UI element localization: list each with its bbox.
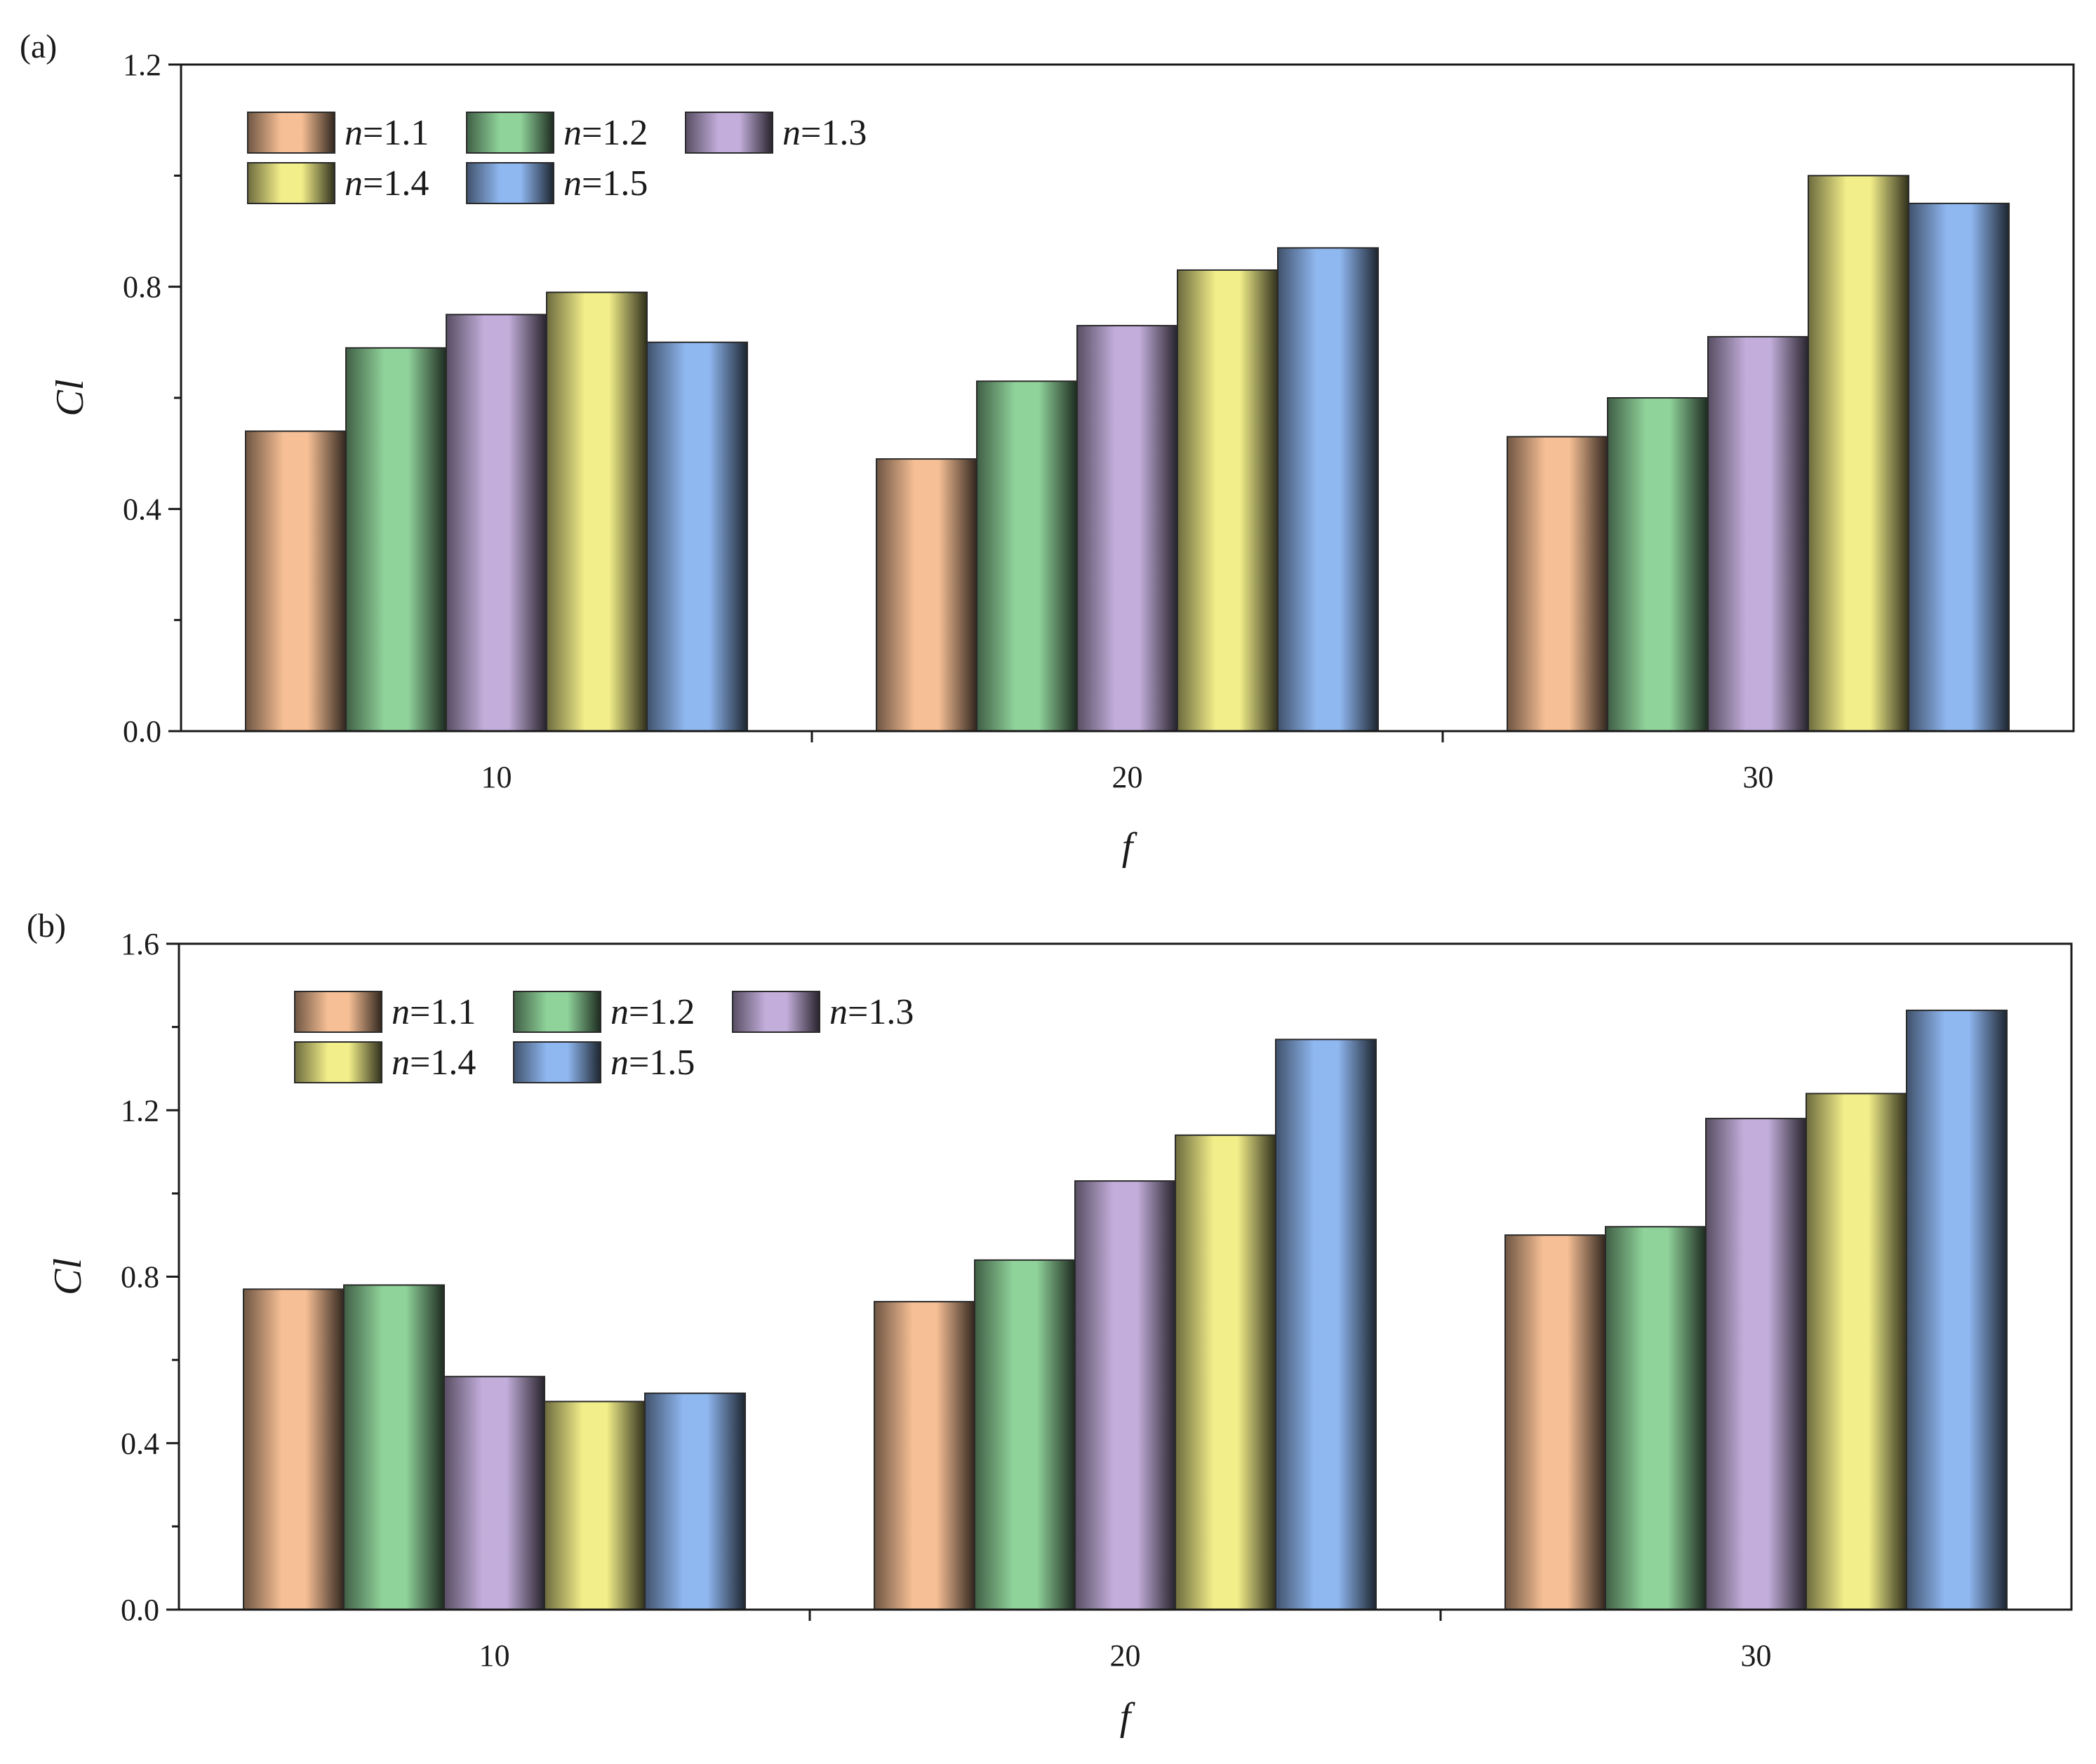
x-axis-title: f: [1120, 1695, 1136, 1739]
legend-label: n=1.1: [392, 992, 476, 1032]
bar-series-1.3-cat-30: [1707, 335, 1809, 732]
legend-swatch: [294, 991, 382, 1033]
legend-swatch: [513, 1041, 601, 1083]
bar-series-1.3-cat-20: [1074, 1180, 1176, 1610]
bar-series-1.1-cat-10: [245, 430, 347, 732]
y-tick-label: 0.0: [121, 1593, 159, 1627]
legend-swatch: [466, 112, 554, 154]
bar-series-1.2-cat-20: [976, 380, 1078, 733]
bar-series-1.4-cat-20: [1175, 1134, 1276, 1611]
bar-series-1.3-cat-20: [1076, 325, 1178, 733]
y-tick-label: 1.2: [123, 48, 161, 82]
legend-swatch: [247, 112, 335, 154]
bar-series-1.4-cat-10: [544, 1401, 646, 1611]
x-tick-label: 30: [1743, 760, 1774, 794]
bar-series-1.3-cat-30: [1705, 1118, 1807, 1610]
bar-series-1.4-cat-20: [1177, 269, 1279, 732]
bar-series-1.3-cat-10: [443, 1375, 545, 1611]
bar-series-1.5-cat-10: [646, 341, 748, 732]
legend-label: n=1.2: [610, 992, 695, 1032]
x-tick-label: 20: [1112, 760, 1143, 794]
legend: n=1.1 n=1.2 n=1.3 n=1.4 n=1.5: [247, 112, 867, 204]
bar-series-1.1-cat-20: [876, 458, 977, 732]
y-tick-label: 1.6: [121, 927, 159, 961]
y-axis-title: Cl: [46, 1258, 90, 1295]
y-tick-label: 0.0: [123, 714, 161, 749]
x-tick-label: 10: [479, 1638, 510, 1673]
bar-series-1.1-cat-20: [874, 1301, 975, 1610]
bar-series-1.4-cat-30: [1808, 175, 1909, 733]
legend-label: n=1.2: [563, 113, 648, 153]
bar-series-1.4-cat-30: [1805, 1093, 1907, 1610]
legend-swatch: [685, 112, 773, 154]
legend-swatch: [247, 162, 335, 204]
legend-label: n=1.4: [345, 163, 429, 203]
legend-swatch: [732, 991, 820, 1033]
legend: n=1.1 n=1.2 n=1.3 n=1.4 n=1.5: [294, 991, 914, 1083]
panel-label: (a): [20, 28, 57, 65]
bar-series-1.5-cat-30: [1908, 202, 2010, 732]
bar-series-1.2-cat-10: [345, 347, 447, 733]
x-tick-label: 20: [1110, 1638, 1141, 1673]
bar-series-1.1-cat-10: [243, 1288, 345, 1611]
bar-series-1.5-cat-20: [1277, 247, 1379, 733]
bar-series-1.5-cat-20: [1275, 1038, 1377, 1610]
bar-series-1.5-cat-10: [644, 1392, 746, 1610]
legend-label: n=1.5: [610, 1043, 695, 1083]
y-tick-label: 0.4: [121, 1426, 159, 1461]
y-axis-title: Cl: [48, 380, 92, 417]
legend-label: n=1.3: [782, 113, 867, 153]
x-tick-label: 10: [481, 760, 512, 794]
bar-series-1.2-cat-20: [974, 1259, 1076, 1611]
legend-label: n=1.5: [563, 163, 648, 203]
bar-series-1.1-cat-30: [1507, 436, 1608, 733]
legend-swatch: [466, 162, 554, 204]
bar-series-1.5-cat-30: [1906, 1009, 2008, 1610]
y-tick-label: 0.4: [123, 492, 161, 526]
bar-series-1.4-cat-10: [546, 291, 648, 733]
legend-label: n=1.1: [345, 113, 429, 153]
bar-series-1.3-cat-10: [446, 314, 547, 733]
x-axis-title: f: [1122, 825, 1138, 869]
y-tick-label: 0.8: [123, 270, 161, 305]
y-tick-label: 0.8: [121, 1260, 159, 1295]
legend-label: n=1.3: [829, 992, 914, 1032]
legend-label: n=1.4: [392, 1043, 476, 1083]
legend-swatch: [513, 991, 601, 1033]
bar-series-1.2-cat-30: [1607, 397, 1709, 732]
x-tick-label: 30: [1741, 1638, 1772, 1673]
panel-label: (b): [27, 907, 66, 944]
legend-swatch: [294, 1041, 382, 1083]
y-tick-label: 1.2: [121, 1093, 159, 1128]
bar-series-1.1-cat-30: [1504, 1234, 1606, 1610]
bar-series-1.2-cat-30: [1605, 1226, 1707, 1611]
bar-series-1.2-cat-10: [343, 1284, 445, 1611]
